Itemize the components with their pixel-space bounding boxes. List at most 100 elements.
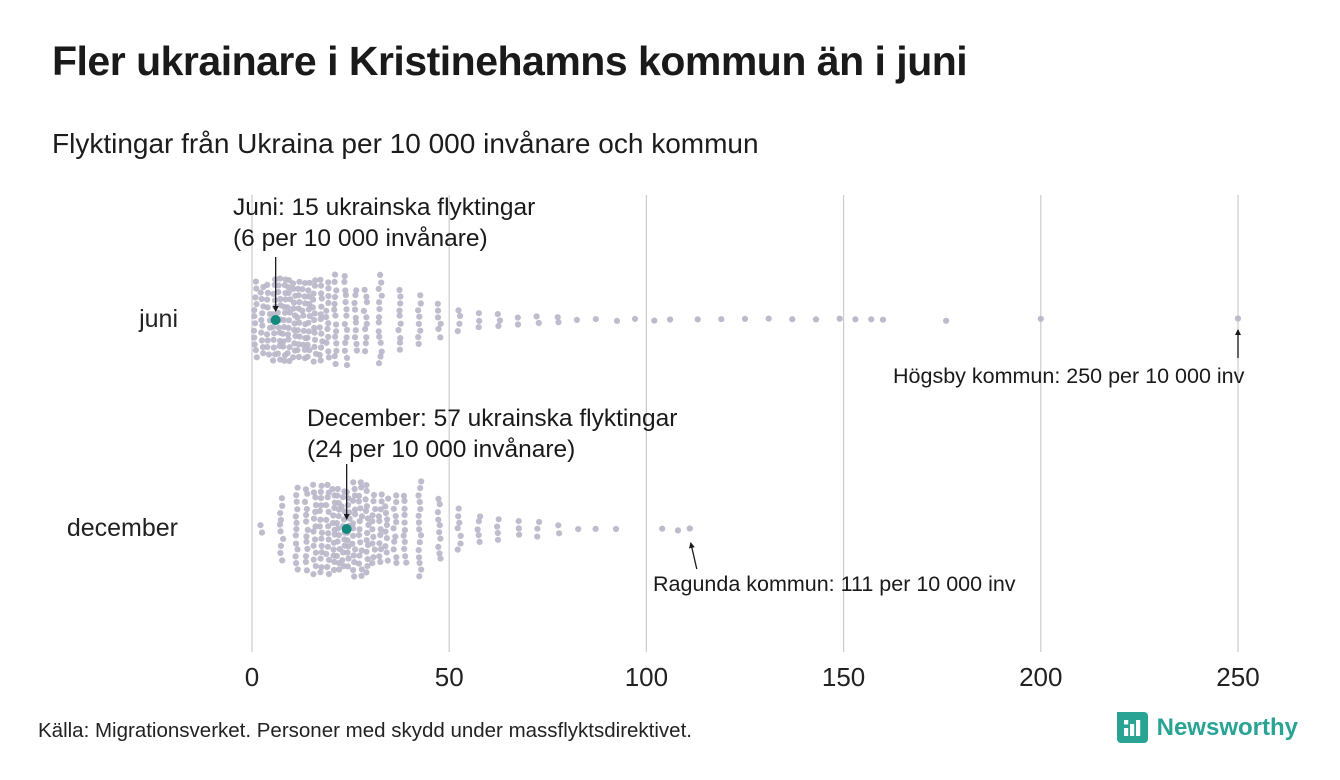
swarm-dot [284, 331, 292, 338]
swarm-dot [332, 360, 339, 368]
swarm-dot [343, 312, 350, 319]
swarm-dot [377, 546, 384, 553]
swarm-dot [457, 540, 464, 547]
swarm-dot [292, 553, 299, 560]
swarm-dot [377, 531, 384, 539]
swarm-dot [356, 552, 363, 559]
swarm-dot [316, 324, 323, 331]
swarm-dot [325, 285, 332, 292]
newsworthy-brand-link[interactable]: Newsworthy [1116, 712, 1298, 743]
swarm-dot-outlier [868, 316, 875, 323]
swarm-dot [434, 300, 441, 307]
swarm-dot [383, 549, 390, 556]
swarm-dot [253, 285, 260, 292]
swarm-dot [311, 282, 318, 289]
annotation-december-line2: (24 per 10 000 invånare) [307, 436, 576, 463]
swarm-dot [415, 519, 423, 526]
swarm-dot [437, 555, 444, 562]
swarm-dot [436, 550, 443, 557]
swarm-dot [311, 324, 318, 331]
swarm-dot [369, 518, 376, 525]
swarm-dot [390, 505, 397, 512]
swarm-dot [555, 522, 562, 529]
swarm-dot [435, 495, 442, 502]
swarm-dot [516, 531, 523, 538]
swarm-dot [292, 540, 300, 547]
swarm-dot [310, 481, 317, 488]
swarm-dot [454, 328, 461, 335]
swarm-dot [253, 354, 260, 361]
swarm-dot [318, 290, 325, 297]
swarm-dot [536, 518, 543, 526]
swarm-dot [378, 292, 385, 299]
swarm-dot [417, 300, 424, 307]
swarm-dot [295, 353, 302, 361]
swarm-dot [362, 496, 369, 503]
swarm-dot [352, 327, 359, 334]
swarm-dot-outlier [686, 525, 693, 532]
swarm-dot [455, 513, 462, 520]
swarm-dot [304, 334, 311, 341]
swarm-dot [358, 513, 365, 520]
swarm-dot [258, 295, 265, 303]
swarm-dot [350, 552, 357, 559]
swarm-dot [312, 502, 320, 509]
swarm-dot [316, 507, 323, 515]
swarm-dot [318, 482, 325, 489]
swarm-dot [277, 528, 284, 535]
swarm-dot [363, 320, 370, 327]
swarm-dot [393, 559, 400, 567]
swarm-dot [264, 337, 271, 344]
swarm-dot [382, 509, 389, 517]
swarm-dot [253, 301, 260, 308]
swarm-dot [305, 319, 312, 326]
swarm-dot [279, 502, 286, 509]
swarm-dot [323, 516, 330, 524]
swarm-dot [332, 333, 339, 340]
swarm-dot [400, 532, 407, 539]
swarm-dot [363, 487, 370, 494]
swarm-dot [331, 293, 339, 301]
swarm-dot [284, 304, 291, 311]
swarm-dot [311, 336, 319, 343]
swarm-dot [325, 333, 332, 340]
swarm-dot [280, 338, 287, 345]
swarm-dot [393, 519, 400, 526]
swarm-dot [274, 350, 281, 357]
x-tick-label: 250 [1216, 662, 1259, 692]
swarm-dot [397, 293, 404, 300]
swarm-dot [295, 292, 302, 299]
swarm-dot [356, 526, 363, 533]
swarm-dot [435, 543, 442, 551]
swarm-dot [364, 563, 371, 570]
swarm-dot [341, 347, 348, 354]
swarm-dot [325, 279, 332, 286]
swarm-dot [417, 506, 424, 513]
swarm-dot [325, 320, 332, 327]
swarm-dot [293, 498, 300, 505]
swarm-dot [325, 348, 332, 355]
swarm-dot [279, 330, 286, 337]
swarm-dot [416, 539, 423, 546]
swarm-dot [303, 506, 310, 513]
swarm-dot [306, 279, 313, 286]
swarm-dot [385, 495, 392, 502]
swarm-dot [303, 533, 310, 540]
swarm-dot [275, 324, 282, 331]
swarm-dot [377, 339, 384, 346]
swarm-dot [376, 540, 383, 547]
swarm-dot [316, 523, 323, 530]
swarm-dot [264, 281, 271, 288]
swarm-dot [277, 542, 284, 550]
swarm-dot [352, 511, 359, 518]
swarm-dot [454, 546, 461, 553]
swarm-dot [415, 547, 422, 554]
swarm-dot [263, 331, 271, 338]
swarm-dot [436, 522, 443, 529]
swarm-dot [294, 546, 301, 553]
swarm-dot [252, 294, 259, 301]
swarm-dot [284, 350, 291, 357]
swarm-dot [264, 296, 271, 303]
swarm-dot [280, 316, 287, 324]
